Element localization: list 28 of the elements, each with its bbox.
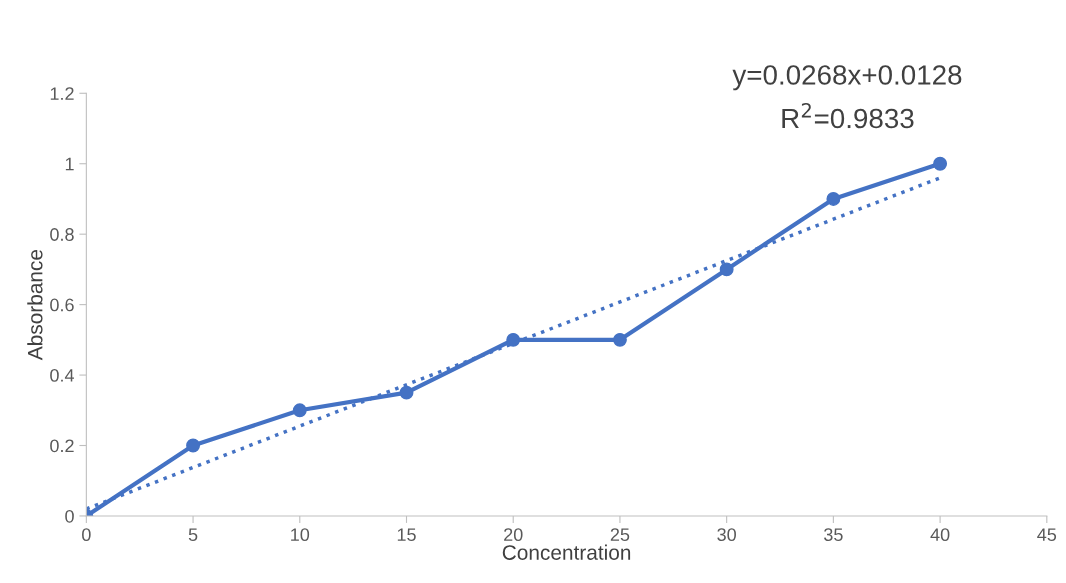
point [933,156,948,171]
point [826,192,841,206]
y-axis-title: Absorbance [27,249,43,361]
x-tick-label: 15 [397,528,416,542]
point [719,262,734,277]
y-tick-label: 0.8 [50,228,74,241]
x-tick-label: 0 [82,528,91,542]
x-tick-label: 40 [930,528,950,542]
y-tick-label: 1 [65,157,74,171]
y-tick-label: 0 [65,509,74,523]
x-tick-label: 45 [1037,528,1057,542]
y-tick-label: 1.2 [50,87,74,100]
y-tick-label: 0.6 [50,298,74,312]
text: y=0.0268x+0.0128 [732,65,962,91]
y-tick-label: 0.2 [50,439,74,453]
point [612,332,627,347]
x-tick-label: 10 [291,528,310,542]
x-tick-label: 5 [188,528,198,542]
x-tick-label: 30 [717,528,736,542]
point [292,403,307,418]
x-tick-label: 20 [504,528,523,542]
point [186,438,201,453]
x-axis-title: Concentration [502,544,631,560]
y-tick-label: 0.4 [50,369,75,382]
x-tick-label: 25 [610,528,630,542]
point [399,385,414,400]
x-tick-label: 35 [824,528,843,542]
annotation: R$^{2}$=0.9833 [782,102,914,129]
